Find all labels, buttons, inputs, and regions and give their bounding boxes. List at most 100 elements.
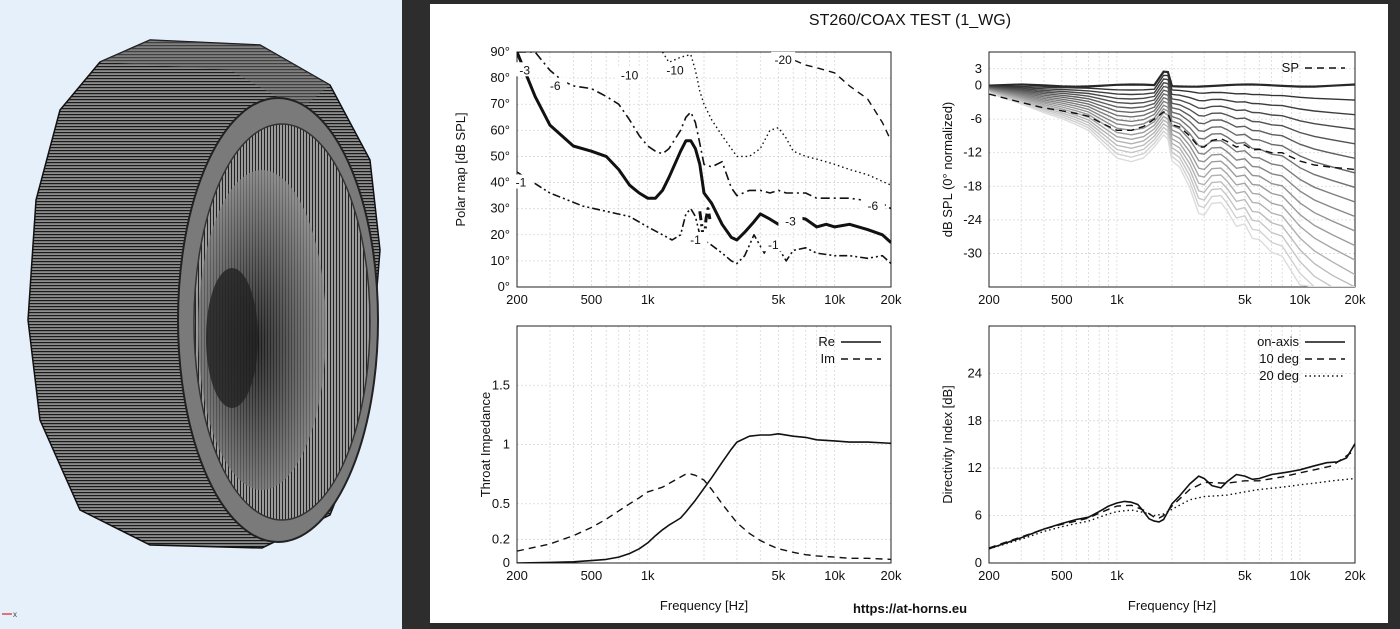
angle-curve xyxy=(989,88,1355,218)
spl-frame xyxy=(988,51,1356,288)
series-line-6 xyxy=(517,52,891,210)
series-line-10 xyxy=(661,52,891,186)
y-tick-label: 1.5 xyxy=(492,377,510,392)
contour-label-bg xyxy=(683,232,708,246)
angle-curve xyxy=(989,82,1355,130)
angle-curve xyxy=(989,91,1355,287)
angle-curve xyxy=(989,78,1355,116)
y-tick-label: 24 xyxy=(968,365,982,380)
axis-x-label: x xyxy=(13,610,17,619)
contour-label-bg xyxy=(778,213,803,228)
x-tick-label: 500 xyxy=(581,568,603,583)
y-tick-label: -6 xyxy=(970,111,982,126)
angle-curve xyxy=(989,89,1355,247)
angle-curve xyxy=(989,85,1355,145)
series-line-1 xyxy=(517,171,891,265)
y-tick-label: 1 xyxy=(503,437,510,452)
x-tick-label: 5k xyxy=(772,568,786,583)
contour-label: -6 xyxy=(550,79,561,93)
x-tick-label: 500 xyxy=(1051,568,1073,583)
series-line-on-axis xyxy=(989,443,1355,550)
contour-label-bg xyxy=(860,198,885,213)
axis-gizmo: x xyxy=(0,606,30,620)
y-tick-label: 40° xyxy=(490,175,510,190)
contour-label-bg xyxy=(512,62,537,77)
y-tick-label: 0 xyxy=(975,555,982,570)
angle-curve xyxy=(989,91,1355,287)
directivity-chart: 200 500 1k 5k 10k 20k 0 6 12 18 24 Directivity Inde… xyxy=(940,325,1366,613)
angle-curve xyxy=(989,74,1355,101)
y-tick-label: -30 xyxy=(963,245,982,260)
x-tick-label: 5k xyxy=(1238,292,1252,307)
x-tick-label: 500 xyxy=(1051,292,1073,307)
series-line-10-deg xyxy=(989,449,1355,549)
x-tick-label: 5k xyxy=(772,292,786,307)
angle-curve xyxy=(989,90,1355,276)
window-edge xyxy=(1388,0,1400,629)
polar-chart: 200 500 1k 5k 10k 20k 0° 10° 20° 30° 40° 50° 60° 70° 8… xyxy=(453,44,902,307)
x-tick-label: 1k xyxy=(641,568,655,583)
y-axis-label: Polar map [dB SPL] xyxy=(453,112,468,226)
contour-label-bg xyxy=(663,62,688,77)
x-tick-label: 1k xyxy=(1110,292,1124,307)
polar-grid xyxy=(516,51,892,288)
y-tick-label: 3 xyxy=(975,61,982,76)
series-line-1 xyxy=(698,207,712,247)
x-tick-label: 10k xyxy=(824,568,845,583)
y-tick-label: 90° xyxy=(490,44,510,59)
polar-frame xyxy=(516,51,892,288)
y-tick-label: 12 xyxy=(968,460,982,475)
y-tick-label: 30° xyxy=(490,201,510,216)
x-tick-label: 20k xyxy=(1345,568,1366,583)
spl-series-group xyxy=(989,93,1355,171)
contour-label: -1 xyxy=(690,233,701,247)
y-tick-label: -12 xyxy=(963,145,982,160)
directivity-grid xyxy=(988,326,1356,564)
legend-label: Re xyxy=(818,334,835,349)
x-axis-label: Frequency [Hz] xyxy=(660,598,748,613)
x-tick-label: 1k xyxy=(1110,568,1124,583)
x-tick-label: 500 xyxy=(581,292,603,307)
angle-curve xyxy=(989,88,1355,203)
angle-curve xyxy=(989,90,1355,261)
x-tick-label: 1k xyxy=(641,292,655,307)
spl-legend: SP xyxy=(1282,60,1345,75)
legend-label: Im xyxy=(821,351,835,366)
y-axis-label: Throat Impedance xyxy=(478,392,493,498)
x-tick-label: 5k xyxy=(1238,568,1252,583)
y-tick-label: 0 xyxy=(975,78,982,93)
directivity-legend: on-axis 10 deg 20 deg xyxy=(1257,334,1345,383)
polar-series-group xyxy=(517,52,891,265)
legend-label: 10 deg xyxy=(1259,351,1299,366)
angle-curves xyxy=(989,70,1355,287)
y-tick-label: 80° xyxy=(490,70,510,85)
contour-label-bg xyxy=(543,77,568,92)
contour-label: -6 xyxy=(868,199,879,213)
angle-curve xyxy=(989,70,1355,88)
y-tick-label: 0.2 xyxy=(492,531,510,546)
x-tick-label: 20k xyxy=(881,568,902,583)
report-url[interactable]: https://at-horns.eu xyxy=(853,601,967,616)
report-figure: ST260/COAX TEST (1_WG) https://at-horns.… xyxy=(453,12,1366,616)
report-title: ST260/COAX TEST (1_WG) xyxy=(809,12,1011,29)
x-tick-label: 10k xyxy=(1289,568,1310,583)
y-tick-label: 20° xyxy=(490,227,510,242)
spl-chart: 200 500 1k 5k 10k 20k 3 0 -6 -12 -18 -24 -30 dB SPL (… xyxy=(940,51,1366,307)
angle-curve xyxy=(989,87,1355,159)
horn-3d-model xyxy=(27,39,381,549)
x-tick-label: 200 xyxy=(978,568,1000,583)
x-tick-label: 200 xyxy=(978,292,1000,307)
y-tick-label: 0° xyxy=(498,279,510,294)
series-line-3 xyxy=(517,52,891,244)
contour-label: -10 xyxy=(666,63,684,77)
model-viewport[interactable]: x xyxy=(0,0,402,629)
y-tick-label: 10° xyxy=(490,253,510,268)
contour-label: -1 xyxy=(516,176,527,190)
series-line-20 xyxy=(785,52,891,142)
impedance-series-group xyxy=(517,433,891,563)
legend-label: on-axis xyxy=(1257,334,1299,349)
contour-label: -20 xyxy=(774,53,792,67)
series-line-sp xyxy=(989,93,1355,171)
contour-label: -1 xyxy=(768,238,779,252)
y-tick-label: -18 xyxy=(963,178,982,193)
